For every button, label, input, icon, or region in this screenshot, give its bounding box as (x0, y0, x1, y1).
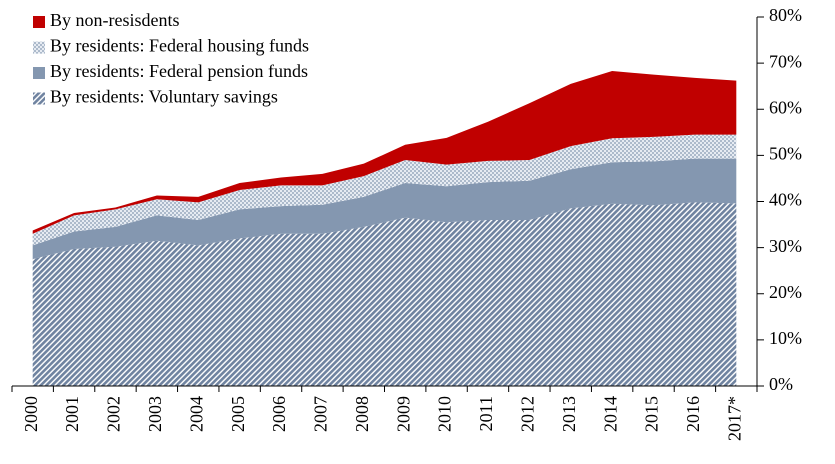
legend-label: By residents: Voluntary savings (50, 87, 278, 107)
x-tick-label: 2004 (186, 396, 206, 432)
area (32, 134, 737, 246)
legend-swatch (33, 41, 45, 54)
legend-label: By non-resisdents (50, 10, 180, 30)
legend-swatch (33, 92, 45, 105)
area (32, 202, 737, 386)
x-tick-label: 2010 (435, 396, 455, 432)
y-tick-label: 50% (769, 144, 802, 164)
x-tick-label: 2000 (21, 396, 41, 432)
x-tick-label: 2001 (62, 396, 82, 432)
x-tick-label: 2011 (476, 396, 496, 431)
x-tick-label: 2012 (517, 396, 537, 432)
x-tick-label: 2007 (311, 396, 331, 432)
y-tick-label: 80% (769, 5, 802, 25)
legend-label: By residents: Federal pension funds (50, 61, 308, 81)
legend-swatch (33, 16, 45, 28)
x-tick-label: 2017* (724, 396, 744, 441)
y-tick-label: 20% (769, 282, 802, 302)
x-tick-label: 2003 (145, 396, 165, 432)
y-tick-label: 70% (769, 51, 802, 71)
x-tick-label: 2005 (228, 396, 248, 432)
y-tick-label: 10% (769, 328, 802, 348)
y-tick-label: 60% (769, 97, 802, 117)
x-tick-label: 2008 (352, 396, 372, 432)
y-tick-label: 30% (769, 236, 802, 256)
x-tick-label: 2013 (559, 396, 579, 432)
area (32, 70, 737, 234)
y-tick-label: 0% (769, 374, 793, 394)
x-tick-label: 2015 (642, 396, 662, 432)
x-tick-label: 2014 (600, 396, 620, 432)
x-tick-label: 2006 (269, 396, 289, 432)
x-tick-label: 2009 (393, 396, 413, 432)
legend-swatch (33, 67, 45, 79)
legend-label: By residents: Federal housing funds (50, 36, 309, 56)
x-tick-label: 2002 (104, 396, 124, 432)
y-tick-label: 40% (769, 190, 802, 210)
area (32, 158, 737, 260)
x-tick-label: 2016 (683, 396, 703, 432)
